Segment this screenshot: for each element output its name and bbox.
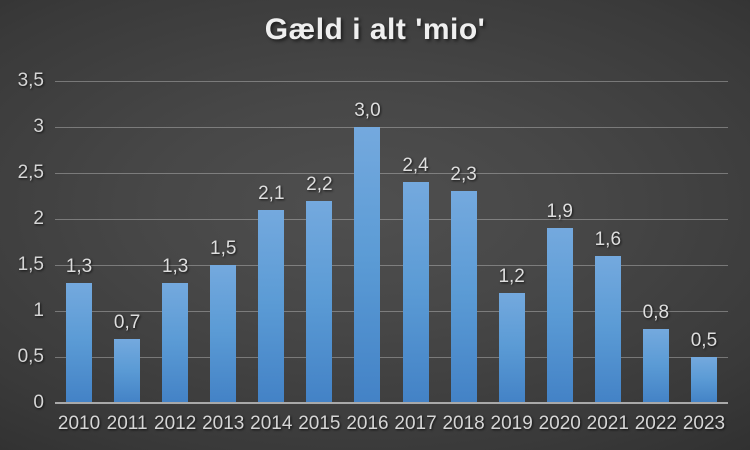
x-axis-label: 2011 [106, 413, 148, 434]
bar-2012 [162, 283, 189, 403]
bar-value-label: 1,6 [594, 228, 622, 250]
y-axis-tick-label: 1,5 [17, 254, 44, 275]
bar-value-label: 2,4 [402, 155, 429, 177]
bar-2014 [258, 209, 285, 403]
x-axis-label: 2015 [298, 413, 341, 434]
bar-2013 [210, 265, 237, 403]
x-axis-label: 2021 [586, 413, 629, 434]
gridline [55, 173, 728, 174]
bar-value-label: 1,5 [210, 238, 237, 259]
gridline [55, 127, 728, 128]
bar-value-label: 1,3 [161, 256, 189, 278]
bar-2023 [690, 357, 717, 403]
gridline [55, 265, 728, 266]
bar-2022 [642, 329, 669, 403]
x-axis-label: 2022 [634, 413, 678, 434]
bar-value-label: 0,7 [113, 311, 141, 333]
y-axis-tick-label: 0,5 [17, 346, 44, 367]
x-axis-label: 2017 [394, 413, 437, 434]
y-axis-tick-label: 2,5 [17, 162, 44, 183]
bar-value-label: 3,0 [354, 100, 381, 121]
y-axis-tick-label: 0 [33, 392, 44, 413]
chart-title: Gæld i alt 'mio' [264, 13, 486, 46]
bar-2020 [546, 228, 573, 403]
bar-2016 [354, 127, 381, 403]
bar-2010 [66, 283, 93, 403]
bar-value-label: 1,9 [546, 201, 573, 223]
bar-value-label: 0,5 [690, 330, 718, 351]
y-axis-tick-label: 2 [33, 208, 44, 229]
bar-2021 [594, 255, 621, 403]
bar-2015 [306, 200, 333, 403]
x-axis-label: 2012 [154, 413, 197, 434]
bar-value-label: 1,3 [65, 256, 93, 278]
x-axis-label: 2020 [538, 413, 581, 434]
x-axis-label: 2013 [202, 413, 245, 434]
bar-2018 [450, 191, 477, 403]
bar-2019 [498, 292, 525, 403]
x-axis-label: 2016 [346, 413, 389, 434]
bar-2017 [402, 182, 429, 403]
y-axis-tick-label: 1 [33, 300, 44, 321]
bar-value-label: 0,8 [642, 302, 670, 324]
y-axis-tick-label: 3,5 [17, 70, 44, 91]
bar-value-label: 2,3 [450, 164, 477, 186]
x-axis-line [55, 402, 728, 404]
bar-value-label: 2,2 [306, 173, 333, 195]
gridline [55, 219, 728, 220]
gridline [55, 357, 728, 358]
x-axis-label: 2023 [682, 413, 726, 434]
x-axis-label: 2018 [442, 413, 485, 434]
plot-area: 1,3 0,7 1,3 1,5 2,1 2,2 3,0 2,4 2,3 1,2 1,9 1,6 0,8 0… [55, 81, 728, 404]
gridline [55, 81, 728, 82]
x-axis-label: 2010 [57, 413, 101, 434]
bar-value-label: 1,2 [498, 265, 525, 287]
bar-2011 [114, 338, 141, 403]
x-axis-label: 2014 [250, 413, 293, 434]
y-axis-tick-label: 3 [33, 116, 44, 137]
bar-value-label: 2,1 [258, 182, 285, 204]
x-axis-label: 2019 [490, 413, 533, 434]
gridline [55, 311, 728, 312]
